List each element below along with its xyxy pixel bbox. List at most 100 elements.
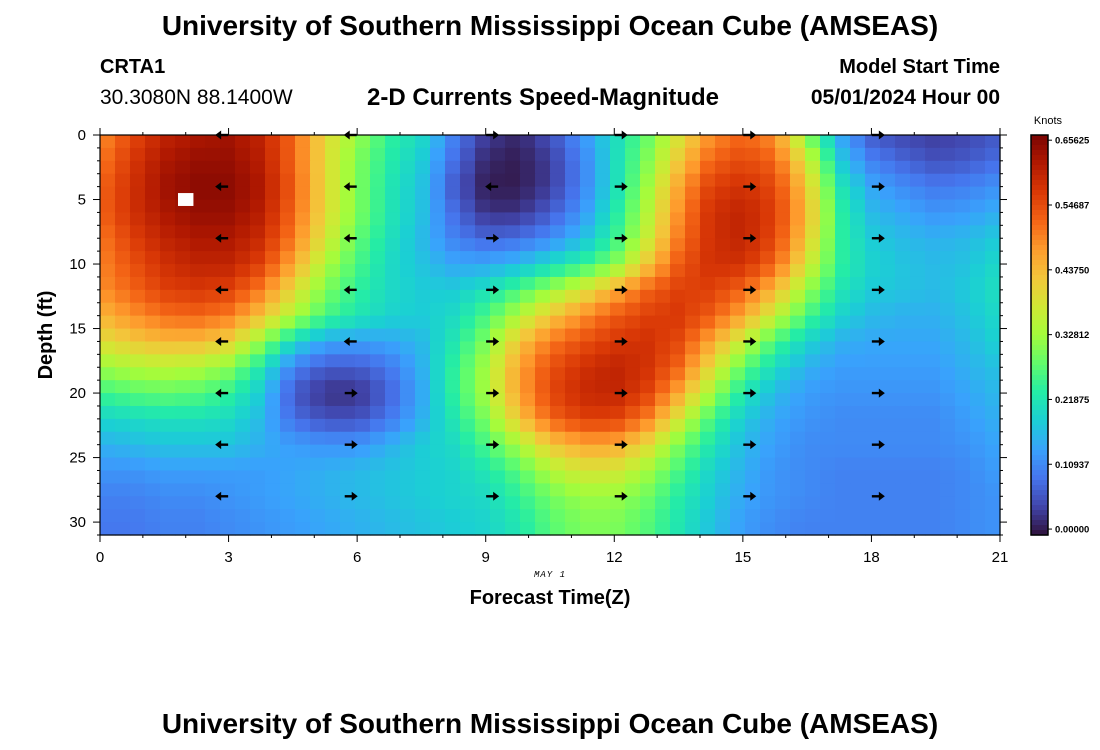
heatmap-cell (790, 160, 806, 175)
heatmap-cell (820, 251, 836, 265)
heatmap-cell (745, 328, 761, 343)
heatmap-cell (115, 444, 131, 459)
heatmap-cell (775, 212, 791, 226)
heatmap-cell (325, 367, 341, 381)
heatmap-cell (460, 470, 476, 484)
heatmap-cell (730, 354, 746, 368)
heatmap-cell (445, 289, 461, 304)
heatmap-cell (205, 147, 221, 162)
colorbar-segment (1031, 245, 1048, 251)
model-start-value: 05/01/2024 Hour 00 (810, 86, 1000, 109)
heatmap-cell (475, 380, 491, 394)
heatmap-cell (265, 483, 281, 497)
heatmap-cell (955, 444, 971, 459)
heatmap-cell (715, 251, 731, 265)
heatmap-cell (445, 302, 461, 317)
heatmap-cell (130, 483, 146, 497)
heatmap-cell (925, 199, 941, 214)
heatmap-cell (160, 444, 176, 459)
heatmap-cell (535, 509, 551, 523)
heatmap-cell (865, 289, 881, 304)
heatmap-cell (625, 212, 641, 226)
heatmap-cell (580, 238, 596, 252)
heatmap-cell (895, 173, 911, 188)
heatmap-cell (715, 470, 731, 484)
heatmap-cell (895, 238, 911, 252)
heatmap-cell (325, 238, 341, 252)
heatmap-cell (895, 302, 911, 317)
heatmap-cell (175, 393, 191, 407)
heatmap-cell (940, 264, 956, 278)
heatmap-cell (565, 199, 581, 214)
heatmap-cell (715, 367, 731, 381)
heatmap-cell (550, 431, 566, 446)
direction-arrow-right (743, 440, 757, 450)
heatmap-cell (250, 173, 266, 188)
heatmap-cell (745, 380, 761, 394)
heatmap-cell (235, 199, 251, 214)
heatmap-cell (400, 354, 416, 368)
heatmap-cell (595, 483, 611, 497)
heatmap-cell (715, 444, 731, 459)
heatmap-cell (640, 354, 656, 368)
heatmap-cell (205, 289, 221, 304)
heatmap-cell (625, 354, 641, 368)
heatmap-cell (700, 354, 716, 368)
heatmap-cell (460, 186, 476, 201)
heatmap-cell (595, 135, 611, 149)
heatmap-cell (475, 135, 491, 149)
missing-data-cells (178, 193, 194, 206)
heatmap-cell (745, 289, 761, 304)
heatmap-cell (295, 431, 311, 446)
heatmap-cell (520, 264, 536, 278)
heatmap-cell (880, 238, 896, 252)
x-tick-label: 18 (863, 549, 880, 566)
heatmap-cell (925, 238, 941, 252)
heatmap-cell (145, 315, 161, 330)
heatmap-cell (265, 470, 281, 484)
heatmap-cell (550, 315, 566, 330)
heatmap-cell (460, 147, 476, 162)
heatmap-cell (745, 173, 761, 188)
heatmap-cell (640, 444, 656, 459)
heatmap-cell (700, 173, 716, 188)
heatmap-cell (760, 212, 776, 226)
heatmap-cell (730, 470, 746, 484)
heatmap-cell (490, 522, 506, 536)
heatmap-cell (880, 186, 896, 201)
heatmap-cell (130, 354, 146, 368)
heatmap-cell (160, 328, 176, 343)
heatmap-cell (790, 341, 806, 355)
heatmap-cell (535, 135, 551, 149)
heatmap-cell (745, 199, 761, 214)
heatmap-cell (835, 315, 851, 330)
heatmap-cell (430, 238, 446, 252)
heatmap-cell (880, 289, 896, 304)
heatmap-cell (865, 341, 881, 355)
heatmap-cell (145, 522, 161, 536)
heatmap-cell (715, 393, 731, 407)
heatmap-cell (445, 380, 461, 394)
heatmap-cell (250, 341, 266, 355)
heatmap-cell (700, 225, 716, 239)
heatmap-cell (370, 405, 386, 420)
heatmap-cell (310, 160, 326, 175)
heatmap-cell (430, 276, 446, 291)
heatmap-cell (355, 328, 371, 343)
heatmap-cell (400, 393, 416, 407)
heatmap-cell (910, 186, 926, 201)
heatmap-cell (985, 199, 1001, 214)
heatmap-cell (685, 186, 701, 201)
heatmap-cell (730, 225, 746, 239)
heatmap-cell (850, 173, 866, 188)
heatmap-cell (895, 135, 911, 149)
heatmap-cell (625, 341, 641, 355)
heatmap-cell (280, 509, 296, 523)
heatmap-cell (655, 212, 671, 226)
colorbar-tick-label: 0.32812 (1055, 330, 1089, 341)
heatmap-cell (730, 328, 746, 343)
heatmap-cell (205, 483, 221, 497)
heatmap-cell (610, 328, 626, 343)
heatmap-cell (235, 418, 251, 433)
heatmap-cell (475, 444, 491, 459)
